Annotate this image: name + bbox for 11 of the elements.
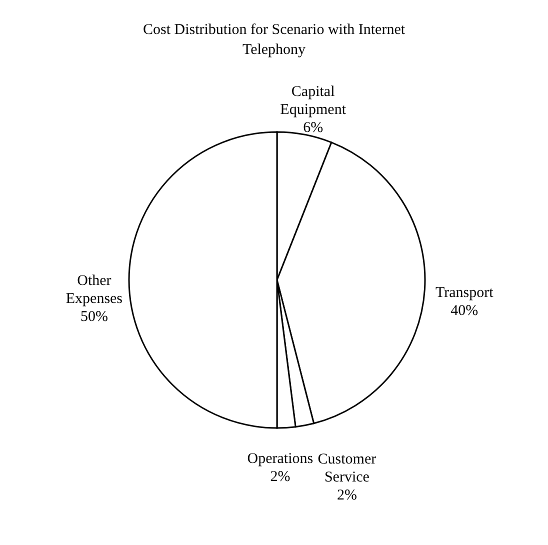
data-label: 40% <box>450 302 478 319</box>
data-label: 2% <box>270 468 290 485</box>
chart-title: Cost Distribution for Scenario with Internet Telephony <box>142 22 406 58</box>
slice-label: Transport <box>435 284 494 301</box>
slice-label: Customer Service <box>318 451 376 486</box>
slice-label: Capital Equipment <box>280 84 347 118</box>
data-label: 6% <box>303 120 324 136</box>
slice-label: Operations <box>247 450 314 467</box>
data-label: 2% <box>336 487 357 504</box>
data-label: 50% <box>80 309 108 325</box>
slice-label: Other Expenses <box>66 273 123 307</box>
